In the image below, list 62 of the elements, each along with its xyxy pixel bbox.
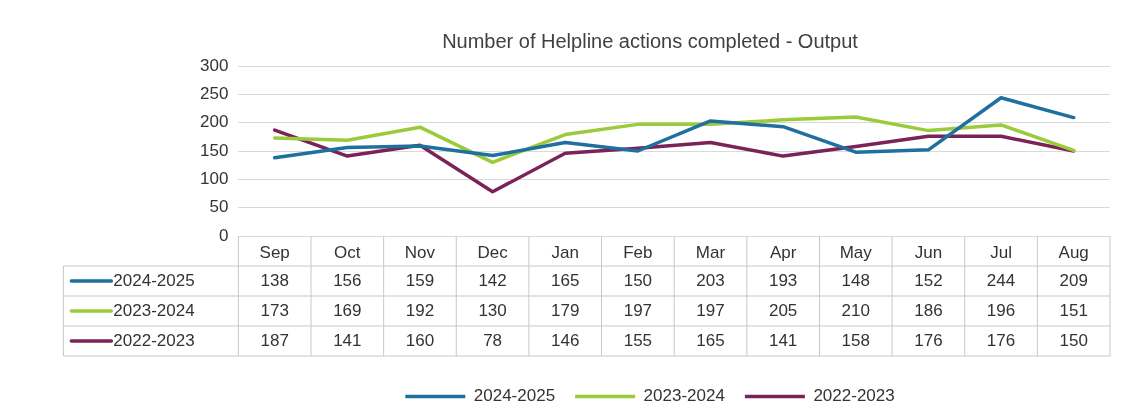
data-label: 169 — [333, 300, 362, 320]
text: 2023-2024 — [643, 386, 725, 406]
data-label: 152 — [914, 270, 943, 290]
data-label: 141 — [333, 330, 362, 350]
legend-label: 2023-2024 — [113, 300, 195, 320]
data-label: 148 — [841, 270, 870, 290]
data-label: 186 — [914, 300, 943, 320]
data-label: 197 — [696, 300, 725, 320]
data-label: 141 — [768, 330, 798, 350]
data-label: 165 — [696, 330, 725, 350]
data-label: 150 — [623, 270, 653, 290]
x-tick-label: Jan — [551, 242, 579, 262]
data-label: 179 — [551, 300, 580, 320]
chart-title: Number of Helpline actions completed - Output — [442, 29, 859, 52]
data-label: 146 — [551, 330, 580, 350]
data-label: 130 — [478, 300, 507, 320]
x-tick-label: Dec — [477, 242, 509, 262]
data-label: 197 — [623, 300, 653, 320]
x-tick-label: Jun — [914, 242, 943, 262]
x-tick-label: Feb — [623, 242, 653, 262]
data-label: 193 — [768, 270, 798, 290]
data-label: 159 — [405, 270, 435, 290]
y-tick-label: 250 — [199, 84, 229, 104]
data-label: 187 — [260, 330, 289, 350]
x-tick-label: Nov — [404, 242, 436, 262]
data-label: 160 — [405, 330, 435, 350]
x-tick-label: Apr — [769, 242, 797, 262]
data-label: 176 — [914, 330, 943, 350]
y-tick-label: 100 — [199, 169, 229, 189]
y-tick-label: 300 — [199, 55, 229, 75]
data-label: 150 — [1059, 330, 1088, 350]
legend-label: 2024-2025 — [113, 270, 195, 290]
data-label: 196 — [986, 300, 1016, 320]
y-tick-label: 50 — [209, 197, 229, 217]
data-label: 78 — [483, 330, 503, 350]
x-tick-label: Jul — [990, 242, 1012, 262]
data-label: 173 — [260, 300, 289, 320]
data-label: 244 — [986, 270, 1016, 290]
x-tick-label: Oct — [334, 242, 361, 262]
legend-label: 2022-2023 — [113, 330, 195, 350]
data-label: 203 — [696, 270, 725, 290]
text: 2022-2023 — [813, 386, 895, 406]
data-label: 142 — [478, 270, 507, 290]
data-label: 209 — [1059, 270, 1088, 290]
data-label: 155 — [623, 330, 653, 350]
data-label: 165 — [551, 270, 580, 290]
data-label: 176 — [986, 330, 1016, 350]
data-label: 158 — [841, 330, 870, 350]
text: 2024-2025 — [473, 386, 556, 406]
data-label: 205 — [768, 300, 798, 320]
x-tick-label: Sep — [259, 242, 290, 262]
data-label: 156 — [333, 270, 362, 290]
y-tick-label: 150 — [199, 140, 229, 160]
y-tick-label: 0 — [218, 225, 229, 245]
y-tick-label: 200 — [199, 112, 229, 132]
data-label: 192 — [405, 300, 435, 320]
data-label: 151 — [1059, 300, 1088, 320]
data-label: 138 — [260, 270, 289, 290]
x-tick-label: Mar — [695, 242, 726, 262]
x-tick-label: May — [839, 242, 873, 262]
x-tick-label: Aug — [1058, 242, 1089, 262]
data-label: 210 — [841, 300, 870, 320]
